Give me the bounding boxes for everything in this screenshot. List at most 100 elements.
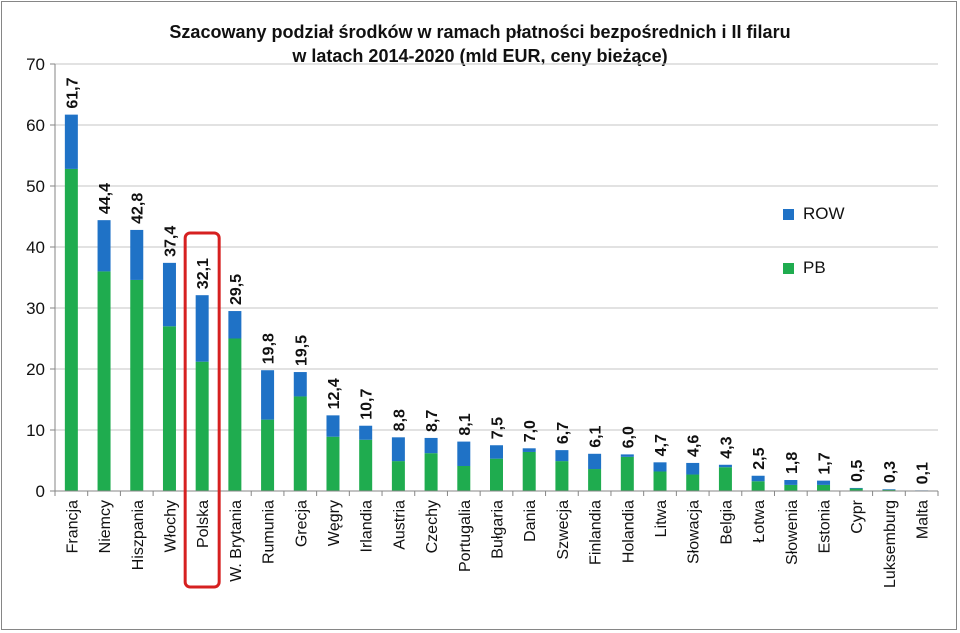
bar-segment-pb bbox=[97, 271, 111, 491]
y-tick-label: 0 bbox=[36, 482, 45, 501]
bar-segment-pb bbox=[261, 419, 275, 491]
highlight-rect bbox=[183, 231, 221, 589]
category-label: Finlandia bbox=[588, 500, 605, 565]
total-label: 1,8 bbox=[784, 452, 801, 474]
total-label: 7,5 bbox=[490, 417, 507, 439]
category-label: Austria bbox=[391, 500, 408, 550]
bar-segment-pb bbox=[849, 488, 863, 491]
bar-segment-pb bbox=[64, 168, 78, 492]
bar-segment-pb bbox=[293, 396, 307, 491]
bar-segment-pb bbox=[130, 279, 144, 491]
bar-segment-pb bbox=[424, 453, 438, 491]
y-tick-label: 60 bbox=[26, 116, 45, 135]
total-label: 12,4 bbox=[326, 378, 343, 409]
bar-segment-pb bbox=[391, 461, 405, 491]
category-label: Niemcy bbox=[97, 500, 114, 553]
category-label: Holandia bbox=[620, 500, 637, 563]
category-label: Łotwa bbox=[751, 500, 768, 543]
highlight-box bbox=[183, 231, 221, 589]
category-label: Hiszpania bbox=[130, 500, 147, 570]
bar-segment-row bbox=[718, 464, 732, 468]
bar-segment-row bbox=[490, 445, 503, 459]
bar-segment-row bbox=[64, 114, 78, 169]
bar-segment-row bbox=[359, 425, 373, 440]
total-label: 4,3 bbox=[718, 436, 735, 458]
category-label: Estonia bbox=[817, 500, 834, 553]
total-label: 29,5 bbox=[228, 274, 245, 305]
total-labels: 61,7 44,4 42,8 37,4 32,1 29,5 19,8 19,5 12,4 10,7… bbox=[64, 77, 931, 484]
total-label: 19,8 bbox=[261, 333, 278, 364]
gridlines bbox=[55, 63, 938, 431]
total-label: 8,7 bbox=[424, 410, 441, 432]
bar-segment-pb bbox=[882, 489, 896, 491]
bar-segment-row bbox=[130, 229, 144, 280]
total-label: 0,5 bbox=[849, 460, 866, 482]
category-label: Belgia bbox=[718, 500, 735, 545]
total-label: 61,7 bbox=[64, 77, 81, 108]
category-label: Cypr bbox=[849, 499, 866, 533]
chart-title-line1: Szacowany podział środków w ramach płatn… bbox=[169, 22, 791, 42]
total-label: 10,7 bbox=[359, 388, 376, 419]
category-label: Słowenia bbox=[784, 500, 801, 565]
total-label: 42,8 bbox=[130, 193, 147, 224]
bar-segment-row bbox=[588, 453, 602, 470]
bar-segment-row bbox=[620, 454, 634, 457]
bar-segment-pb bbox=[359, 439, 373, 491]
category-label: Portugalia bbox=[457, 500, 474, 572]
category-label: Malta bbox=[915, 500, 932, 539]
bar-segment-pb bbox=[162, 326, 176, 491]
category-label: Luksemburg bbox=[882, 500, 899, 588]
y-tick-label: 50 bbox=[26, 177, 45, 196]
category-label: Francja bbox=[64, 500, 81, 553]
category-label: Szwecja bbox=[555, 500, 572, 560]
category-label: Dania bbox=[522, 500, 539, 542]
total-label: 2,5 bbox=[751, 447, 768, 469]
bar-segment-row bbox=[686, 462, 700, 475]
bar-segment-pb bbox=[686, 474, 700, 491]
total-label: 4,6 bbox=[686, 435, 703, 457]
bar-segment-row bbox=[751, 475, 765, 482]
category-label: Irlandia bbox=[359, 500, 376, 553]
y-tick-label: 30 bbox=[26, 299, 45, 318]
total-label: 1,7 bbox=[817, 452, 834, 474]
category-label: Węgry bbox=[326, 500, 343, 546]
bar-segment-pb bbox=[228, 338, 242, 491]
bar-segment-pb bbox=[522, 451, 536, 491]
total-label: 4,7 bbox=[653, 434, 670, 456]
bar-segment-row bbox=[97, 220, 111, 272]
chart-title: Szacowany podział środków w ramach płatn… bbox=[0, 20, 960, 68]
category-label: Rumunia bbox=[261, 500, 278, 564]
category-label: Bułgaria bbox=[490, 500, 507, 559]
total-label: 8,8 bbox=[391, 409, 408, 431]
bar-segment-row bbox=[228, 311, 242, 339]
category-label: Grecja bbox=[293, 500, 310, 547]
bar-segment-pb bbox=[555, 461, 569, 491]
bar-segment-row bbox=[653, 462, 667, 472]
bar-segment-row bbox=[195, 295, 209, 362]
bar-segment-pb bbox=[490, 458, 503, 491]
y-tick-label: 40 bbox=[26, 238, 45, 257]
total-label: 0,3 bbox=[882, 461, 899, 483]
legend-item-row: ROW bbox=[783, 204, 845, 224]
y-tick-label: 10 bbox=[26, 421, 45, 440]
bar-segment-pb bbox=[620, 456, 634, 491]
x-axis: Francja Niemcy Hiszpania Włochy Polska W. Bry… bbox=[54, 490, 939, 588]
bar-segment-pb bbox=[457, 465, 471, 491]
bars bbox=[64, 114, 929, 492]
bar-segment-pb bbox=[784, 484, 798, 491]
legend-swatch-row bbox=[783, 208, 794, 220]
category-label: Włochy bbox=[162, 500, 179, 552]
category-label: Polska bbox=[195, 500, 212, 548]
bar-segment-row bbox=[457, 441, 471, 466]
bar-segment-row bbox=[424, 437, 438, 454]
legend-swatch-pb bbox=[783, 262, 794, 274]
bar-segment-row bbox=[162, 262, 176, 327]
bar-segment-row bbox=[849, 487, 863, 489]
category-label: Słowacja bbox=[686, 500, 703, 564]
bar-segment-row bbox=[555, 450, 569, 462]
bar-segment-pb bbox=[588, 469, 602, 491]
bar-segment-row bbox=[293, 372, 307, 397]
y-axis: 0 10 20 30 40 50 60 70 bbox=[26, 55, 56, 501]
